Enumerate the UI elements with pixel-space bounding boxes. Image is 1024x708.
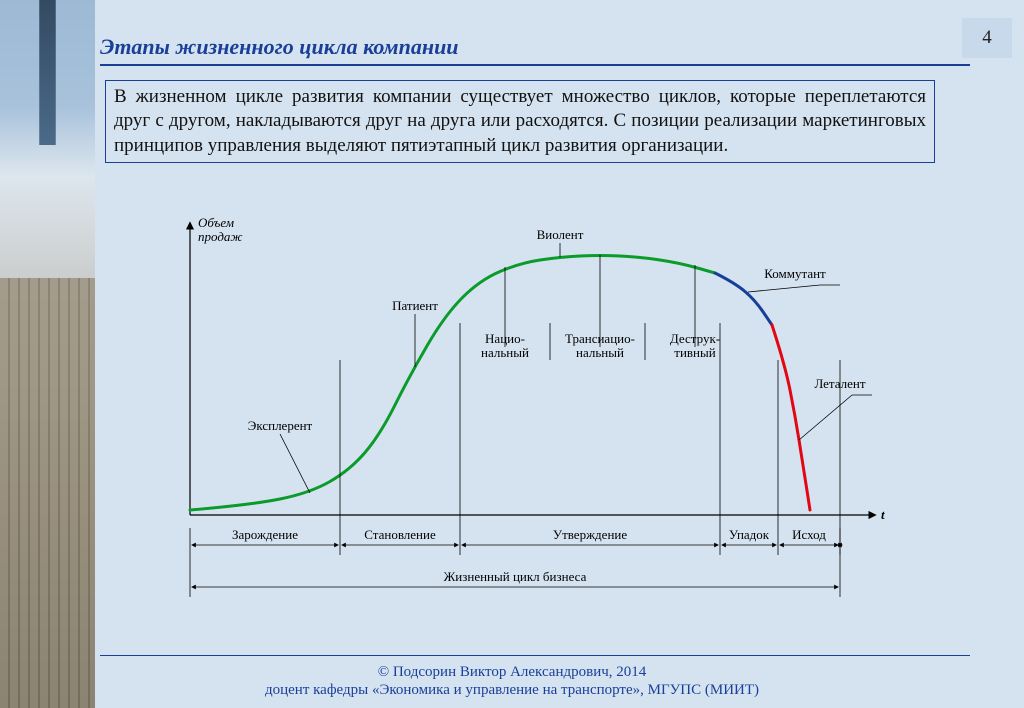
svg-text:Упадок: Упадок <box>729 527 770 542</box>
title-underline <box>100 64 970 66</box>
svg-text:Исход: Исход <box>792 527 826 542</box>
footer-divider <box>100 655 970 656</box>
page-number-box: 4 <box>962 18 1012 58</box>
svg-text:Эксплерент: Эксплерент <box>248 418 313 433</box>
svg-text:Леталент: Леталент <box>814 376 865 391</box>
svg-text:нальный: нальный <box>576 345 624 360</box>
svg-text:Деструк-: Деструк- <box>670 331 720 346</box>
svg-text:Виолент: Виолент <box>537 227 584 242</box>
svg-text:Утверждение: Утверждение <box>553 527 627 542</box>
svg-text:Трансиацио-: Трансиацио- <box>565 331 635 346</box>
svg-text:Зарождение: Зарождение <box>232 527 298 542</box>
svg-text:Жизненный цикл бизнеса: Жизненный цикл бизнеса <box>444 569 587 584</box>
svg-text:Становление: Становление <box>364 527 436 542</box>
svg-text:Объем: Объем <box>198 215 234 230</box>
svg-text:Патиент: Патиент <box>392 298 438 313</box>
lifecycle-chart: Объемпродаж t Зарождение Становление Утвержд… <box>135 215 915 635</box>
svg-text:тивный: тивный <box>674 345 715 360</box>
svg-text:t: t <box>881 507 885 522</box>
decorative-photo-strip <box>0 0 95 708</box>
svg-text:продаж: продаж <box>198 229 243 244</box>
footer-affiliation: доцент кафедры «Экономика и управление н… <box>265 682 759 698</box>
page-number: 4 <box>982 27 992 49</box>
svg-text:Нацио-: Нацио- <box>485 331 525 346</box>
svg-text:нальный: нальный <box>481 345 529 360</box>
intro-paragraph: В жизненном цикле развития компании суще… <box>105 80 935 163</box>
slide-title: Этапы жизненного цикла компании <box>100 34 459 60</box>
footer-copyright: © Подсорин Виктор Александрович, 2014 <box>378 664 647 680</box>
footer: © Подсорин Виктор Александрович, 2014 до… <box>0 663 1024 701</box>
svg-text:Коммутант: Коммутант <box>764 266 826 281</box>
